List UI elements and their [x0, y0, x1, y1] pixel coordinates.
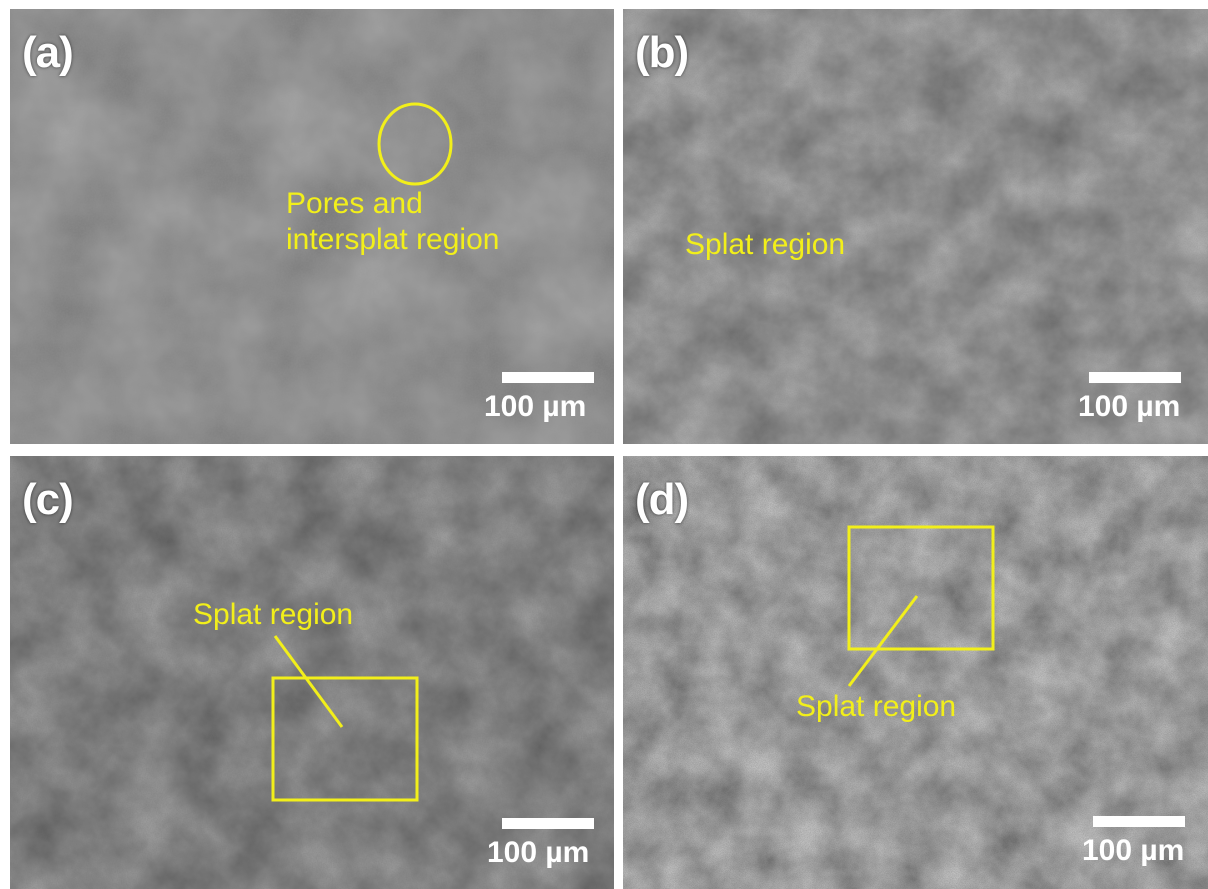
scale-bar-d	[1093, 816, 1185, 827]
annotation-splat-c: Splat region	[193, 598, 354, 631]
panel-c: (c) Splat region 100 µm	[10, 456, 614, 889]
sem-image-b	[623, 9, 1208, 444]
panel-label-a: (a)	[22, 28, 74, 77]
panel-label-d: (d)	[635, 475, 689, 524]
scale-bar-b	[1089, 372, 1181, 383]
annotation-pores: Pores and intersplat region	[286, 187, 500, 256]
panel-d: (d) Splat region 100 µm	[623, 456, 1208, 889]
scale-bar-a	[502, 372, 594, 383]
scale-bar-c	[502, 818, 594, 829]
scale-text-d: 100 µm	[1082, 834, 1185, 867]
sem-image-a	[10, 9, 614, 444]
scale-text-a: 100 µm	[484, 390, 587, 423]
annotation-splat-d: Splat region	[796, 690, 957, 723]
scale-text-b: 100 µm	[1078, 390, 1181, 423]
annotation-splat-b: Splat region	[685, 228, 846, 261]
scale-text-c: 100 µm	[487, 836, 590, 869]
panel-a: (a) Pores and intersplat region 100 µm	[10, 9, 614, 444]
panel-label-c: (c)	[22, 475, 74, 524]
panel-label-b: (b)	[635, 28, 689, 77]
panel-b: (b) Splat region 100 µm	[623, 9, 1208, 444]
